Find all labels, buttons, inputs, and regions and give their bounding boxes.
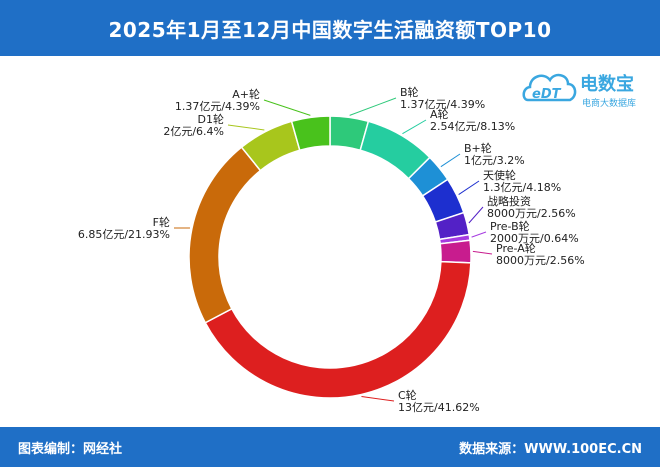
leader-line-6 <box>472 250 493 255</box>
leader-line-4 <box>468 206 484 224</box>
logo-tagline: 电商大数据库 <box>582 97 636 109</box>
slice-label-name-10: A+轮 <box>232 87 260 101</box>
slice-label-value-4: 8000万元/2.56% <box>487 207 576 220</box>
slice-label-value-5: 2000万元/0.64% <box>490 232 579 245</box>
slice-label-name-5: Pre-B轮 <box>490 219 530 233</box>
slice-label-value-1: 2.54亿元/8.13% <box>430 120 515 133</box>
leader-line-2 <box>440 153 461 168</box>
slice-label-name-6: Pre-A轮 <box>496 241 536 255</box>
slice-label-name-4: 战略投资 <box>487 194 531 208</box>
leader-line-0 <box>349 97 397 116</box>
slice-6 <box>439 239 472 264</box>
slice-label-name-2: B+轮 <box>464 141 492 155</box>
slice-label-name-1: A轮 <box>430 107 449 121</box>
leader-line-1 <box>402 119 427 135</box>
leader-line-3 <box>458 180 480 195</box>
chart-title: 2025年1月至12月中国数字生活融资额TOP10 <box>108 17 552 42</box>
slice-label-value-10: 1.37亿元/4.39% <box>175 100 260 113</box>
leader-line-5 <box>471 231 487 238</box>
footer-source-compiler: 图表编制：网经社 <box>18 442 123 457</box>
slice-10 <box>290 115 331 152</box>
slice-label-value-6: 8000万元/2.56% <box>496 254 585 267</box>
leader-line-7 <box>361 396 395 402</box>
slice-label-value-0: 1.37亿元/4.39% <box>400 98 485 111</box>
slice-7 <box>204 260 472 399</box>
slice-label-value-7: 13亿元/41.62% <box>398 401 480 414</box>
slice-label-name-7: C轮 <box>398 388 417 402</box>
footer-data-source: 数据来源：WWW.100EC.CN <box>459 442 642 457</box>
leader-line-9 <box>227 124 265 131</box>
slice-label-name-9: D1轮 <box>198 112 224 126</box>
footer-bar: 图表编制：网经社 数据来源：WWW.100EC.CN <box>0 427 660 467</box>
slice-label-name-3: 天使轮 <box>483 168 516 182</box>
slice-label-value-9: 2亿元/6.4% <box>163 125 224 138</box>
cloud-icon <box>522 73 577 102</box>
slice-label-value-2: 1亿元/3.2% <box>464 154 525 167</box>
header-bar: 2025年1月至12月中国数字生活融资额TOP10 <box>0 0 660 56</box>
leader-line-10 <box>263 99 311 116</box>
slice-label-name-8: F轮 <box>153 215 170 229</box>
logo-mark: eDT <box>532 87 562 102</box>
slice-label-value-8: 6.85亿元/21.93% <box>78 228 170 241</box>
slice-label-value-3: 1.3亿元/4.18% <box>483 181 561 194</box>
logo-brand: 电数宝 <box>580 73 634 95</box>
edt-logo: eDT 电数宝 电商大数据库 <box>522 73 636 109</box>
slice-8 <box>188 146 262 324</box>
slice-label-name-0: B轮 <box>400 85 419 99</box>
